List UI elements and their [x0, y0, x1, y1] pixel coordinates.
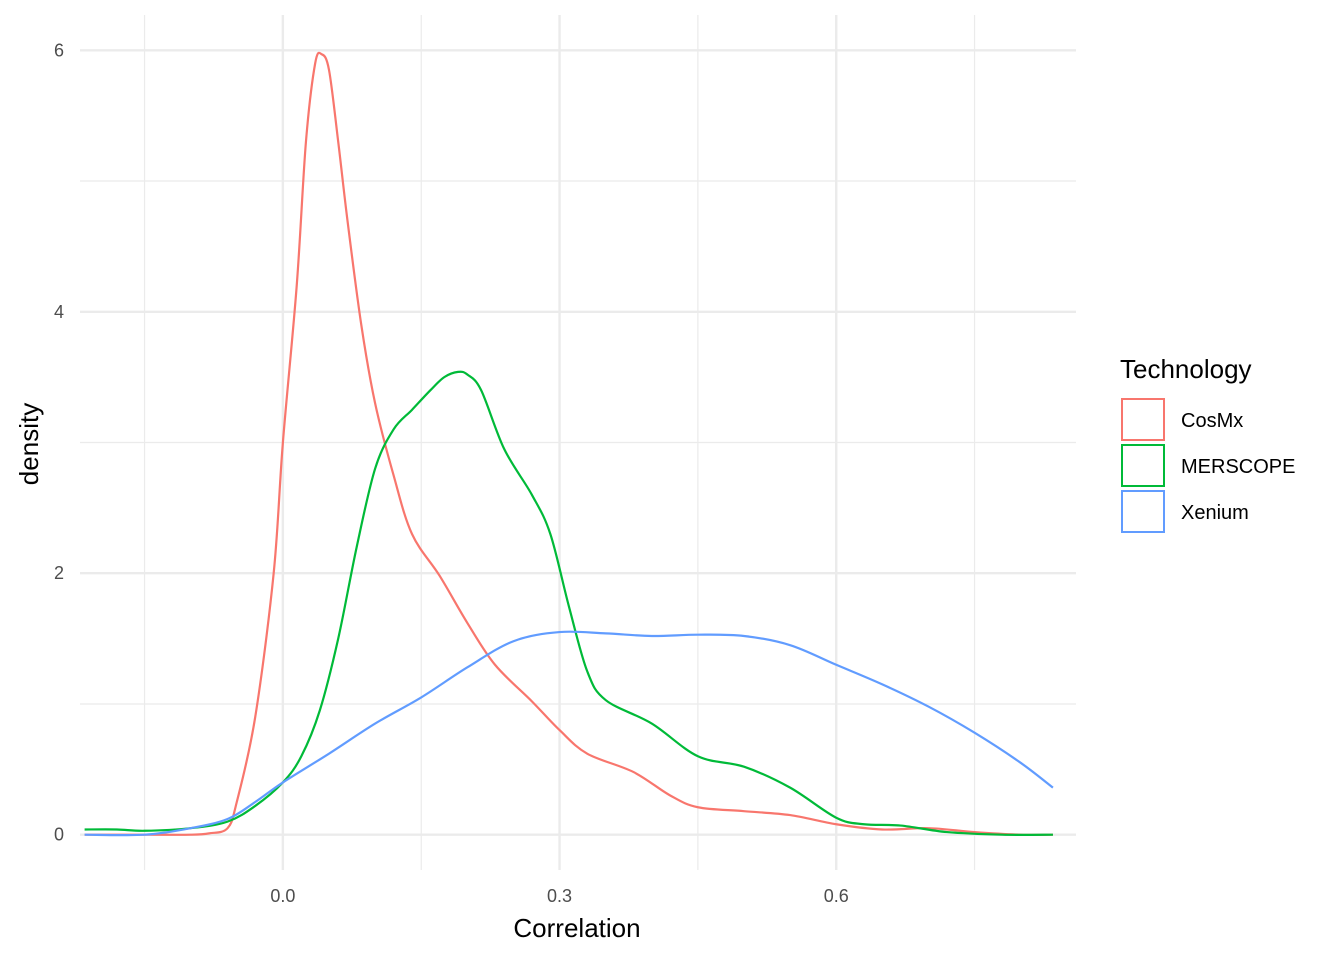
legend-label-merscope: MERSCOPE: [1181, 456, 1295, 478]
x-tick-label: 0.3: [547, 886, 572, 906]
cosmx-density-curve: [84, 51, 1053, 836]
minor-gridlines: [80, 15, 1076, 870]
y-tick-label: 4: [54, 302, 64, 322]
legend-key-cosmx: [1121, 398, 1165, 441]
density-curves: [84, 51, 1054, 837]
x-tick-label: 0.0: [270, 886, 295, 906]
xenium-density-curve: [84, 630, 1054, 837]
tick-labels: 0.0 0.3 0.6 0 2 4 6: [54, 40, 849, 906]
merscope-density-curve: [84, 370, 1053, 836]
legend-label-xenium: Xenium: [1181, 502, 1249, 524]
y-tick-label: 6: [54, 40, 64, 60]
legend-item-xenium: Xenium: [1121, 490, 1249, 533]
legend-key-merscope: [1121, 444, 1165, 487]
major-gridlines: [80, 15, 1076, 870]
legend-title: Technology: [1120, 354, 1252, 384]
legend-key-xenium: [1121, 490, 1165, 533]
legend-item-cosmx: CosMx: [1121, 398, 1243, 441]
legend-label-cosmx: CosMx: [1181, 410, 1243, 432]
y-axis-title: density: [14, 403, 44, 485]
legend-item-merscope: MERSCOPE: [1121, 444, 1295, 487]
y-tick-label: 0: [54, 825, 64, 845]
legend-items: CosMx MERSCOPE Xenium: [1121, 398, 1295, 533]
legend: Technology CosMx MERSCOPE Xenium: [1120, 354, 1295, 533]
y-tick-label: 2: [54, 563, 64, 583]
x-axis-title: Correlation: [513, 913, 640, 943]
x-tick-label: 0.6: [824, 886, 849, 906]
